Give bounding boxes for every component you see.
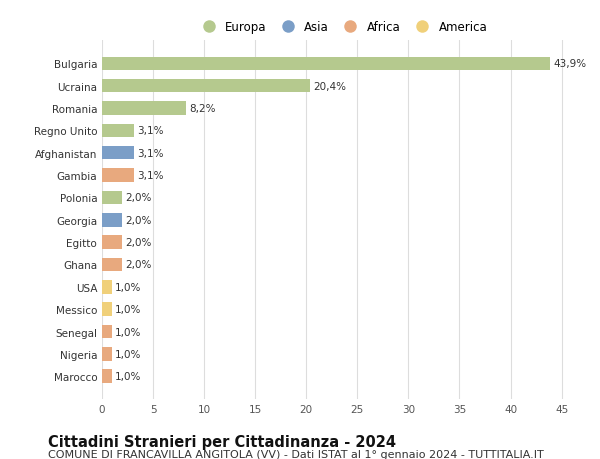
Bar: [102, 147, 134, 160]
Text: 8,2%: 8,2%: [189, 104, 215, 114]
Bar: [102, 303, 112, 316]
Bar: [102, 57, 550, 71]
Text: 1,0%: 1,0%: [115, 327, 142, 337]
Bar: [102, 191, 122, 205]
Text: 1,0%: 1,0%: [115, 282, 142, 292]
Bar: [102, 236, 122, 249]
Bar: [102, 325, 112, 338]
Bar: [102, 80, 310, 93]
Text: COMUNE DI FRANCAVILLA ANGITOLA (VV) - Dati ISTAT al 1° gennaio 2024 - TUTTITALIA: COMUNE DI FRANCAVILLA ANGITOLA (VV) - Da…: [48, 449, 544, 459]
Text: Cittadini Stranieri per Cittadinanza - 2024: Cittadini Stranieri per Cittadinanza - 2…: [48, 434, 396, 449]
Text: 2,0%: 2,0%: [125, 193, 152, 203]
Text: 20,4%: 20,4%: [313, 82, 346, 91]
Bar: [102, 369, 112, 383]
Bar: [102, 280, 112, 294]
Text: 1,0%: 1,0%: [115, 304, 142, 314]
Bar: [102, 213, 122, 227]
Text: 3,1%: 3,1%: [137, 126, 163, 136]
Legend: Europa, Asia, Africa, America: Europa, Asia, Africa, America: [194, 18, 490, 36]
Text: 3,1%: 3,1%: [137, 171, 163, 181]
Text: 2,0%: 2,0%: [125, 215, 152, 225]
Text: 2,0%: 2,0%: [125, 260, 152, 270]
Bar: [102, 102, 186, 116]
Text: 43,9%: 43,9%: [553, 59, 587, 69]
Text: 2,0%: 2,0%: [125, 238, 152, 247]
Bar: [102, 124, 134, 138]
Text: 1,0%: 1,0%: [115, 349, 142, 359]
Bar: [102, 347, 112, 361]
Text: 3,1%: 3,1%: [137, 148, 163, 158]
Text: 1,0%: 1,0%: [115, 371, 142, 381]
Bar: [102, 169, 134, 182]
Bar: [102, 258, 122, 272]
